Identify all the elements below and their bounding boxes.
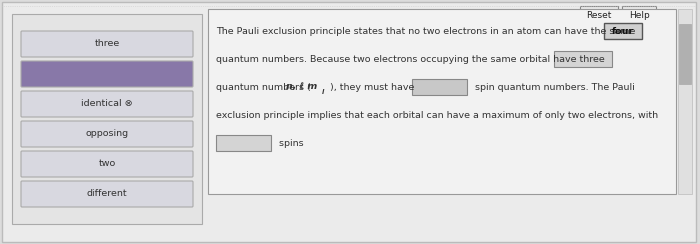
FancyBboxPatch shape bbox=[21, 61, 193, 87]
FancyBboxPatch shape bbox=[580, 6, 618, 24]
Text: l: l bbox=[322, 89, 324, 95]
FancyBboxPatch shape bbox=[554, 51, 612, 67]
FancyBboxPatch shape bbox=[412, 79, 467, 95]
FancyBboxPatch shape bbox=[21, 151, 193, 177]
FancyBboxPatch shape bbox=[21, 31, 193, 57]
Text: quantum numbers (: quantum numbers ( bbox=[216, 82, 311, 92]
FancyBboxPatch shape bbox=[21, 181, 193, 207]
Text: Reset: Reset bbox=[587, 10, 612, 20]
Text: spin quantum numbers. The Pauli: spin quantum numbers. The Pauli bbox=[472, 82, 635, 92]
Text: identical ⊗: identical ⊗ bbox=[81, 100, 133, 109]
FancyBboxPatch shape bbox=[12, 14, 202, 224]
Text: spins: spins bbox=[276, 139, 304, 148]
FancyBboxPatch shape bbox=[2, 2, 696, 242]
FancyBboxPatch shape bbox=[21, 121, 193, 147]
Text: quantum numbers. Because two electrons occupying the same orbital have three: quantum numbers. Because two electrons o… bbox=[216, 54, 605, 63]
FancyBboxPatch shape bbox=[208, 9, 676, 194]
FancyBboxPatch shape bbox=[622, 6, 656, 24]
Text: n, ℓ m: n, ℓ m bbox=[286, 82, 317, 92]
FancyBboxPatch shape bbox=[216, 135, 271, 151]
Text: two: two bbox=[99, 160, 116, 169]
Text: three: three bbox=[94, 40, 120, 49]
Text: opposing: opposing bbox=[85, 130, 129, 139]
Text: different: different bbox=[87, 190, 127, 199]
FancyBboxPatch shape bbox=[604, 23, 642, 39]
FancyBboxPatch shape bbox=[678, 9, 692, 194]
Text: four: four bbox=[612, 27, 634, 35]
Text: ), they must have: ), they must have bbox=[330, 82, 414, 92]
FancyBboxPatch shape bbox=[679, 24, 691, 84]
Text: exclusion principle implies that each orbital can have a maximum of only two ele: exclusion principle implies that each or… bbox=[216, 111, 658, 120]
Text: Help: Help bbox=[629, 10, 650, 20]
FancyBboxPatch shape bbox=[21, 91, 193, 117]
Text: The Pauli exclusion principle states that no two electrons in an atom can have t: The Pauli exclusion principle states tha… bbox=[216, 27, 638, 35]
